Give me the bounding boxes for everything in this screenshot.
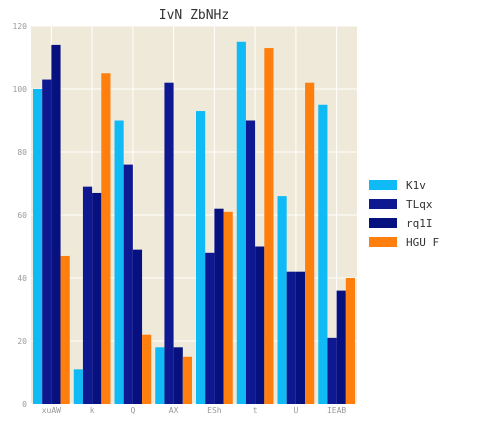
y-tick-label: 40 [17,274,27,283]
legend-swatch [369,180,397,190]
bar [33,89,43,404]
bar [42,79,52,405]
y-tick-label: 20 [17,337,27,346]
bar [236,41,246,404]
x-tick-label: U [293,406,298,415]
bar [51,44,61,405]
bar [155,347,165,404]
bar [318,104,328,404]
bar [92,192,102,404]
x-tick-label: IEAB [327,406,346,415]
x-tick-label: k [90,406,95,415]
legend-label: TLqx [406,198,433,211]
bar [123,164,133,404]
x-tick-label: ESh [207,406,222,415]
legend-label: K1v [406,179,426,192]
y-tick-label: 100 [13,85,28,94]
bar [264,48,274,405]
legend-swatch [369,218,397,228]
legend-label: rq1I [406,217,433,230]
bar [82,186,93,404]
x-tick-label: AX [169,406,179,415]
y-tick-label: 0 [22,400,27,409]
y-tick-label: 60 [17,211,27,220]
bar [345,278,355,404]
bars [33,41,355,405]
bar [245,120,256,404]
bar [295,271,306,404]
bar [255,246,265,404]
x-tick-label: Q [130,406,135,415]
bar [277,196,287,404]
legend-swatch [369,237,397,247]
bar [305,82,315,404]
bar [73,369,83,404]
legend: K1v TLqx rq1I HGU F [369,179,439,249]
bar [336,290,346,404]
bar [132,249,143,404]
bar [60,255,70,404]
y-tick-label: 120 [13,22,28,31]
bar [101,73,111,404]
x-tick-label: t [253,406,258,415]
bar [205,252,215,404]
bar [214,208,224,404]
chart-title: IvN ZbNHz [159,8,229,23]
bar [114,120,124,404]
x-tick-label: xuAW [42,406,61,415]
y-axis-ticks: 0 20 40 60 80 100 120 [13,22,28,409]
bar [286,271,296,404]
y-tick-label: 80 [17,148,27,157]
bar [173,347,183,404]
bar [164,82,174,404]
legend-label: HGU F [406,236,439,249]
bar [327,337,337,404]
bar [182,356,192,404]
x-axis-ticks: xuAW k Q AX ESh t U IEAB [42,406,347,415]
bar [142,334,152,404]
legend-swatch [369,199,397,209]
bar [196,111,206,405]
bar [223,211,233,404]
